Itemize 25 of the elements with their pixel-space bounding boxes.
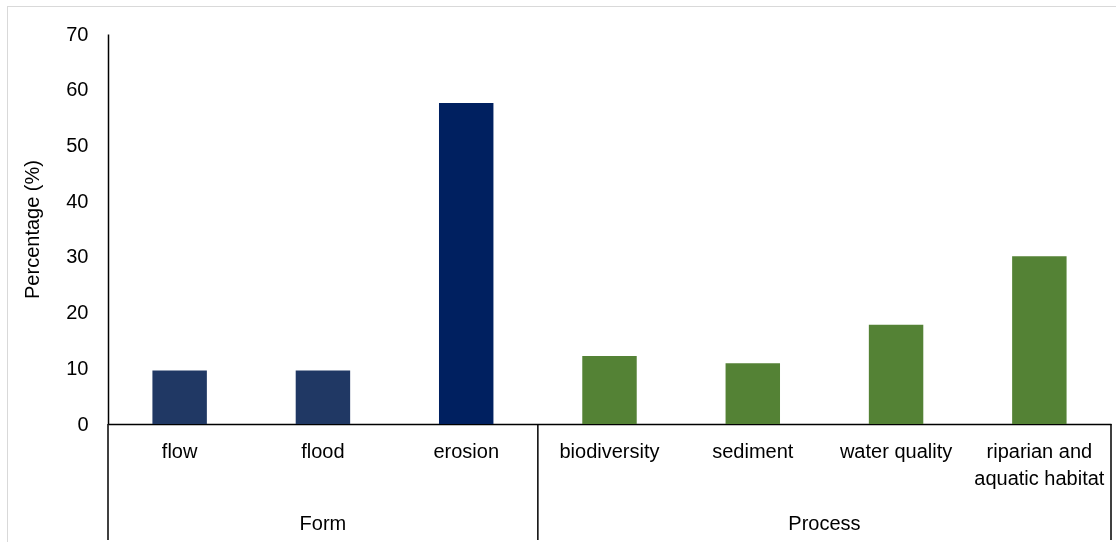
- y-tick-label: 30: [66, 245, 89, 268]
- y-tick-label: 0: [77, 412, 89, 435]
- y-tick-label: 20: [66, 301, 89, 324]
- y-tick-label: 70: [66, 22, 89, 45]
- x-tick-label: water quality: [838, 439, 953, 462]
- x-tick-label: flow: [161, 439, 198, 462]
- bar: [725, 363, 781, 424]
- x-tick-label: sediment: [712, 439, 794, 462]
- y-axis-title: Percentage (%): [21, 160, 44, 299]
- y-tick-label: 50: [66, 133, 89, 156]
- text: Process: [788, 512, 861, 534]
- x-tick-label: biodiversity: [559, 439, 660, 462]
- bar: [295, 370, 351, 424]
- bar: [152, 370, 207, 424]
- x-tick-label: flood: [301, 439, 345, 462]
- text: Form: [299, 512, 347, 534]
- x-tick-label: riparian and aquatic habitat: [974, 439, 1105, 489]
- bar: [1012, 256, 1067, 424]
- bar: [438, 103, 494, 424]
- bar: [868, 324, 924, 424]
- y-tick-label: 10: [66, 356, 89, 379]
- y-tick-label: 60: [66, 78, 89, 101]
- y-tick-label: 40: [66, 189, 89, 212]
- bar: [582, 356, 637, 424]
- x-tick-label: erosion: [433, 439, 500, 462]
